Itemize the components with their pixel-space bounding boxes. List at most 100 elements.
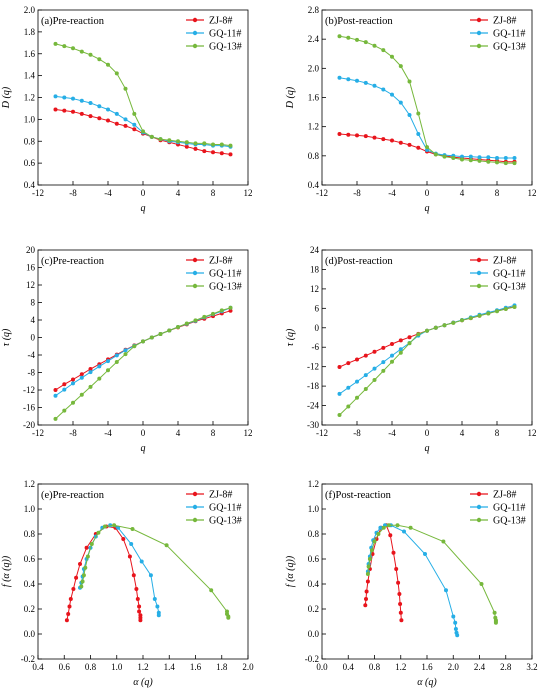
data-point-GQ-11# (62, 95, 67, 100)
legend-label: GQ-11# (493, 269, 525, 280)
data-point-GQ-11# (453, 620, 458, 625)
x-tick-label: 12 (528, 428, 537, 438)
y-tick-label: 2.0 (24, 5, 36, 15)
x-tick-label: -8 (353, 428, 361, 438)
data-point-GQ-11# (106, 107, 110, 112)
y-tick-label: -12 (23, 385, 35, 395)
data-point-GQ-13# (158, 137, 163, 142)
data-point-ZJ-8# (211, 150, 215, 155)
legend-label: GQ-11# (493, 29, 525, 40)
series-line-ZJ-8# (66, 525, 141, 621)
data-point-GQ-13# (451, 156, 456, 160)
data-point-GQ-13# (425, 145, 429, 150)
data-point-GQ-13# (407, 79, 412, 84)
y-tick-label: 6 (315, 303, 320, 313)
x-tick-label: 2.0 (448, 662, 460, 672)
y-tick-label: 8 (31, 298, 36, 308)
data-point-GQ-13# (193, 141, 198, 146)
x-tick-label: 8 (495, 428, 500, 438)
data-point-GQ-11# (71, 96, 75, 101)
data-point-GQ-11# (337, 391, 342, 396)
x-tick-label: -12 (32, 428, 44, 438)
y-tick-label: 16 (26, 263, 36, 273)
data-point-GQ-13# (112, 523, 117, 528)
legend-marker (192, 283, 198, 289)
data-point-GQ-13# (495, 309, 499, 314)
data-point-ZJ-8# (346, 132, 351, 137)
data-point-ZJ-8# (78, 562, 82, 566)
x-tick-label: 12 (244, 428, 253, 438)
data-point-GQ-11# (139, 559, 144, 564)
data-point-ZJ-8# (74, 575, 79, 580)
data-point-ZJ-8# (397, 592, 402, 596)
data-point-ZJ-8# (407, 142, 412, 147)
legend-marker (192, 257, 198, 263)
y-axis-label: τ (q) (1, 328, 12, 346)
legend-label: GQ-11# (209, 269, 241, 280)
data-point-GQ-13# (493, 620, 498, 625)
data-point-GQ-11# (62, 387, 67, 392)
data-point-GQ-13# (79, 49, 84, 54)
data-point-ZJ-8# (134, 587, 139, 591)
legend-label: GQ-13# (209, 516, 242, 527)
x-tick-label: 1.6 (421, 662, 433, 672)
data-point-ZJ-8# (71, 587, 76, 591)
data-point-ZJ-8# (184, 144, 189, 149)
data-point-ZJ-8# (364, 589, 369, 594)
series-line-GQ-13# (339, 35, 515, 164)
data-point-ZJ-8# (363, 603, 368, 608)
y-axis-label: τ (q) (285, 328, 296, 346)
data-point-GQ-13# (130, 527, 135, 531)
panel-a: -12 -8 -4 0 4 8 12 0.4 0.6 0.8 1.0 1.2 1.4 1.6 1.8 2.0 q… (1, 5, 253, 214)
legend-marker (192, 491, 198, 497)
panel-title: (e)Pre-reaction (41, 490, 105, 501)
x-tick-label: -8 (353, 188, 361, 198)
data-point-ZJ-8# (62, 382, 67, 387)
data-point-GQ-11# (129, 542, 134, 546)
data-point-GQ-13# (80, 579, 85, 584)
x-axis-label: q (141, 443, 146, 454)
y-tick-label: 1.0 (24, 114, 36, 124)
data-point-GQ-11# (346, 385, 351, 390)
y-tick-label: 18 (310, 264, 320, 274)
x-tick-label: -12 (316, 428, 328, 438)
data-point-GQ-13# (442, 154, 447, 159)
x-tick-label: 1.6 (190, 662, 202, 672)
data-point-GQ-13# (386, 523, 391, 528)
data-point-ZJ-8# (381, 345, 386, 350)
data-point-GQ-13# (83, 565, 88, 570)
data-point-GQ-13# (226, 615, 231, 620)
x-tick-label: -12 (316, 188, 328, 198)
data-point-GQ-11# (455, 633, 460, 638)
data-point-ZJ-8# (388, 533, 393, 538)
data-point-ZJ-8# (114, 121, 119, 126)
y-tick-label: 0.6 (24, 554, 36, 564)
data-point-GQ-11# (378, 525, 383, 530)
data-point-GQ-13# (372, 378, 377, 382)
y-axis-label: f (α (q)) (1, 555, 12, 587)
data-point-GQ-13# (346, 404, 351, 409)
data-point-GQ-13# (149, 335, 154, 340)
data-point-ZJ-8# (399, 618, 404, 623)
y-tick-label: -4 (28, 350, 36, 360)
legend-label: ZJ-8# (209, 16, 232, 27)
data-point-GQ-13# (158, 332, 163, 336)
legend-marker (192, 17, 198, 23)
data-point-GQ-13# (123, 352, 128, 357)
y-tick-label: 4 (31, 315, 36, 325)
data-point-GQ-13# (442, 323, 447, 328)
data-point-GQ-13# (53, 416, 58, 421)
x-axis-label: q (141, 203, 146, 214)
data-point-ZJ-8# (398, 610, 403, 615)
series-line-GQ-13# (80, 524, 229, 618)
data-point-GQ-13# (219, 142, 224, 147)
data-point-GQ-13# (381, 525, 386, 530)
data-point-GQ-13# (71, 46, 75, 51)
x-tick-label: 1.2 (137, 662, 148, 672)
data-point-GQ-13# (477, 158, 482, 163)
data-point-GQ-13# (89, 542, 94, 546)
data-point-GQ-13# (176, 325, 180, 329)
data-point-GQ-13# (167, 138, 172, 143)
x-tick-label: 2.8 (500, 662, 512, 672)
data-point-GQ-13# (228, 305, 233, 310)
